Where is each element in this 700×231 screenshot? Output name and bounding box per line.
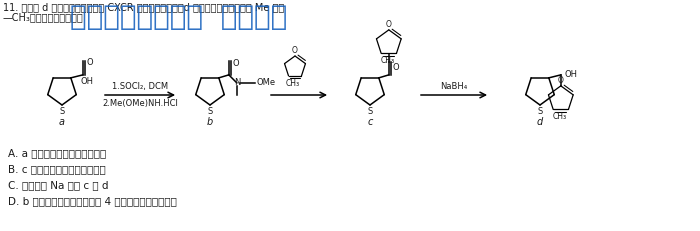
Text: S: S <box>368 106 372 116</box>
Text: 11. 化合物 d 是一种新的高效局部 CXCR 抑制剂的中间体，d 的合成路线如下（其中 Me 表示: 11. 化合物 d 是一种新的高效局部 CXCR 抑制剂的中间体，d 的合成路线… <box>3 2 284 12</box>
Text: 微信公众号关注：  趣找答案: 微信公众号关注： 趣找答案 <box>70 3 287 31</box>
Text: N: N <box>234 78 240 87</box>
Text: A. a 能发生取代反应和加成反应: A. a 能发生取代反应和加成反应 <box>8 148 106 158</box>
Text: O: O <box>292 46 298 55</box>
Text: d: d <box>537 117 543 127</box>
Text: CH₃: CH₃ <box>380 56 395 65</box>
Text: C. 可用金属 Na 鉴别 c 和 d: C. 可用金属 Na 鉴别 c 和 d <box>8 180 108 190</box>
Text: CH₃: CH₃ <box>286 79 300 88</box>
Text: O: O <box>87 58 93 67</box>
Text: O: O <box>558 76 564 85</box>
Text: a: a <box>59 117 65 127</box>
Text: O: O <box>393 63 400 72</box>
Text: CH₃: CH₃ <box>552 112 566 121</box>
Text: b: b <box>207 117 213 127</box>
Text: 1.SOCl₂, DCM: 1.SOCl₂, DCM <box>112 82 168 91</box>
Text: OH: OH <box>565 70 578 79</box>
Text: O: O <box>386 20 392 29</box>
Text: OH: OH <box>80 77 94 86</box>
Text: D. b 中五元环上的一氯代物有 4 种（不考虑立体异构）: D. b 中五元环上的一氯代物有 4 种（不考虑立体异构） <box>8 196 177 206</box>
Text: NaBH₄: NaBH₄ <box>440 82 468 91</box>
Text: B. c 分子中所有碳原子均可共面: B. c 分子中所有碳原子均可共面 <box>8 164 106 174</box>
Text: 2.Me(OMe)NH.HCl: 2.Me(OMe)NH.HCl <box>102 99 178 108</box>
Text: c: c <box>368 117 372 127</box>
Text: —CH₃，有机说法正确的是: —CH₃，有机说法正确的是 <box>3 12 84 22</box>
Text: S: S <box>538 106 542 116</box>
Text: S: S <box>60 106 64 116</box>
Text: S: S <box>207 106 213 116</box>
Text: OMe: OMe <box>257 78 276 87</box>
Text: O: O <box>233 59 239 68</box>
